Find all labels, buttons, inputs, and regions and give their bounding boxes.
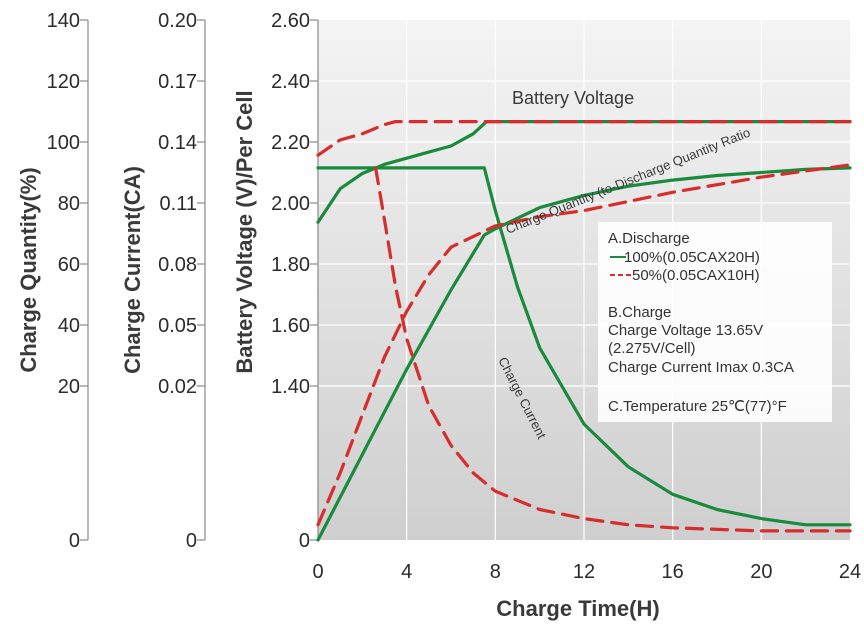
quantity-tick-label: 80: [58, 193, 80, 215]
current-axis: 0.20 0.17 0.14 0.11 0.08 0.05 0.02 0: [158, 10, 206, 552]
x-tick-label: 20: [750, 561, 772, 583]
x-tick-label: 8: [490, 561, 501, 583]
voltage-tick-label: 0: [299, 530, 310, 552]
legend: A.Discharge 100%(0.05CAX20H) 50%(0.05CAX…: [598, 222, 832, 422]
current-axis-title: Charge Current(CA): [120, 166, 145, 374]
legend-charge-voltage-cell: (2.275V/Cell): [608, 340, 696, 357]
x-tick-label: 16: [662, 561, 684, 583]
legend-half-label: 50%(0.05CAX10H): [632, 267, 760, 284]
voltage-axis-title: Battery Voltage (V)/Per Cell: [232, 90, 257, 373]
x-tick-label: 24: [839, 561, 861, 583]
legend-charge-title: B.Charge: [608, 304, 671, 321]
current-tick-label: 0.05: [158, 315, 197, 337]
x-tick-label: 12: [573, 561, 595, 583]
current-tick-label: 0.20: [158, 10, 197, 32]
voltage-axis: 2.60 2.40 2.20 2.00 1.80 1.60 1.40 0: [271, 10, 319, 552]
current-tick-label: 0.17: [158, 71, 197, 93]
legend-discharge-title: A.Discharge: [608, 230, 690, 247]
battery-voltage-label: Battery Voltage: [512, 88, 634, 108]
voltage-tick-label: 2.60: [271, 10, 310, 32]
voltage-tick-label: 2.20: [271, 132, 310, 154]
quantity-tick-label: 120: [47, 71, 80, 93]
series-layer: [316, 120, 852, 542]
voltage-tick-label: 2.40: [271, 71, 310, 93]
quantity-tick-label: 0: [69, 530, 80, 552]
full-discharge-quantity-line: [316, 166, 852, 542]
x-tick-label: 4: [401, 561, 412, 583]
quantity-tick-label: 20: [58, 376, 80, 398]
legend-box: [598, 222, 832, 422]
quantity-tick-label: 100: [47, 132, 80, 154]
current-tick-label: 0.08: [158, 254, 197, 276]
current-tick-label: 0: [186, 530, 197, 552]
half-discharge-quantity-line: [316, 163, 852, 527]
x-tick-label: 0: [312, 561, 323, 583]
x-axis-ticks: 0 4 8 12 16 20 24: [312, 561, 861, 583]
half-discharge-voltage-line: [316, 120, 852, 157]
voltage-tick-label: 1.40: [271, 376, 310, 398]
legend-full-label: 100%(0.05CAX20H): [624, 249, 760, 266]
quantity-tick-label: 60: [58, 254, 80, 276]
legend-temperature: C.Temperature 25℃(77)°F: [608, 398, 787, 415]
voltage-tick-label: 1.60: [271, 315, 310, 337]
half-discharge-current-line: [374, 166, 852, 533]
current-tick-label: 0.02: [158, 376, 197, 398]
legend-charge-current: Charge Current Imax 0.3CA: [608, 359, 794, 376]
quantity-axis: 140 120 100 80 60 40 20 0: [47, 10, 89, 552]
voltage-tick-label: 2.00: [271, 193, 310, 215]
full-discharge-current-line: [316, 166, 852, 527]
quantity-axis-title: Charge Quantity(%): [16, 167, 41, 372]
quantity-tick-label: 40: [58, 315, 80, 337]
current-tick-label: 0.11: [160, 193, 197, 215]
x-axis-title: Charge Time(H): [496, 596, 659, 621]
voltage-tick-label: 1.80: [271, 254, 310, 276]
legend-charge-voltage: Charge Voltage 13.65V: [608, 322, 763, 339]
full-discharge-voltage-line: [316, 120, 852, 224]
current-tick-label: 0.14: [158, 132, 197, 154]
quantity-tick-label: 140: [47, 10, 80, 32]
